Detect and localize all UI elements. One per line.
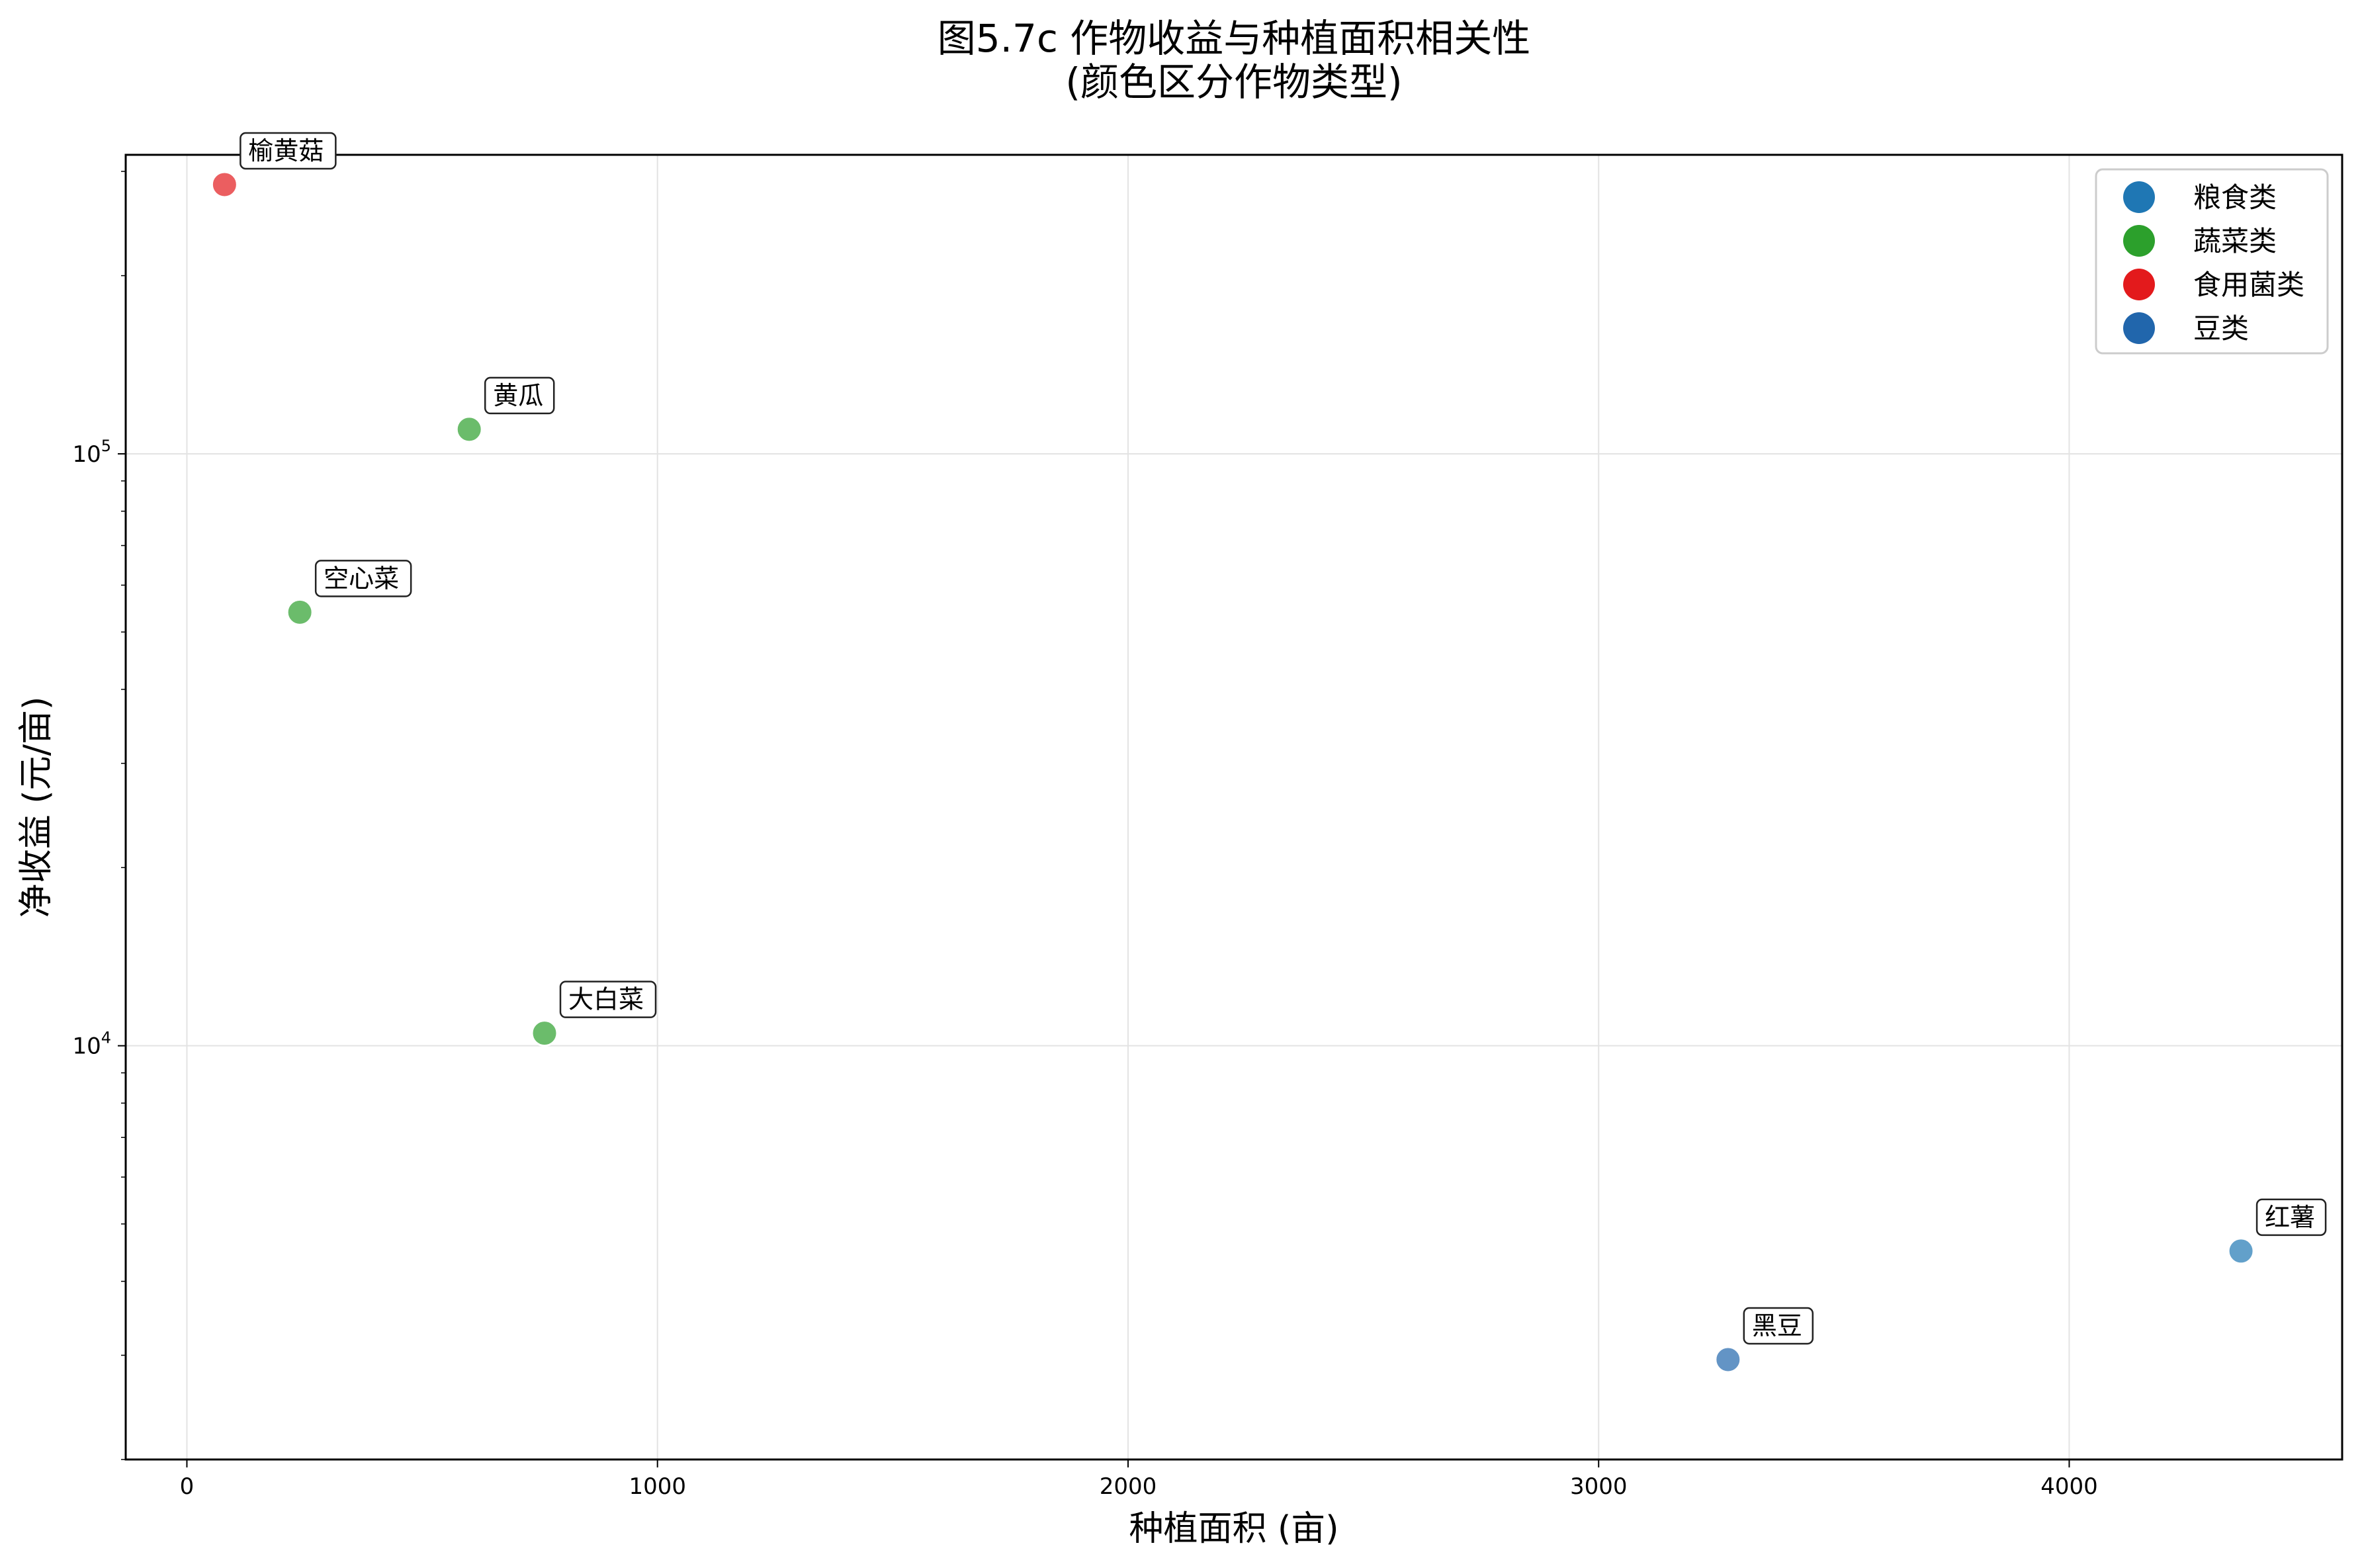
x-tick-label: 1000	[629, 1473, 686, 1500]
legend-marker	[2123, 225, 2155, 257]
legend-label: 蔬菜类	[2193, 225, 2277, 257]
x-tick-label: 2000	[1100, 1473, 1157, 1500]
chart-title-line-1: 图5.7c 作物收益与种植面积相关性	[938, 16, 1531, 61]
point-label-box	[314, 560, 412, 597]
x-tick-label: 3000	[1570, 1473, 1628, 1500]
point-label-box	[240, 132, 337, 170]
chart-title-line-2: (颜色区分作物类型)	[1065, 60, 1402, 105]
legend-label: 豆类	[2193, 312, 2249, 345]
data-point	[286, 598, 314, 626]
legend-label: 粮食类	[2193, 181, 2277, 214]
legend-marker	[2123, 312, 2155, 344]
legend-box	[2095, 168, 2329, 355]
point-label: 空心菜	[324, 564, 399, 593]
data-point	[531, 1020, 558, 1047]
legend-marker	[2123, 181, 2155, 213]
point-label: 黄瓜	[493, 381, 543, 410]
data-point	[2227, 1237, 2255, 1265]
plot-frame	[124, 153, 2343, 1461]
grid	[126, 155, 2342, 1459]
x-tick-label: 4000	[2040, 1473, 2098, 1500]
point-label: 黑豆	[1752, 1311, 1802, 1340]
point-label-box	[484, 376, 555, 415]
data-point	[455, 415, 483, 443]
legend-marker	[2123, 269, 2155, 300]
data-points	[210, 171, 2255, 1373]
x-tick-label: 0	[180, 1473, 195, 1500]
x-axis-label: 种植面积 (亩)	[1129, 1509, 1338, 1549]
y-axis-label: 净收益 (元/亩)	[17, 697, 56, 918]
legend-label: 食用菌类	[2193, 269, 2304, 301]
point-label: 红薯	[2265, 1203, 2315, 1232]
data-point	[210, 171, 238, 198]
point-label-box	[2255, 1198, 2327, 1237]
data-point	[1714, 1346, 1742, 1373]
point-label: 大白菜	[568, 985, 644, 1014]
point-label: 榆黄菇	[248, 136, 324, 165]
point-label-box	[559, 980, 657, 1018]
point-label-box	[1743, 1307, 1814, 1345]
